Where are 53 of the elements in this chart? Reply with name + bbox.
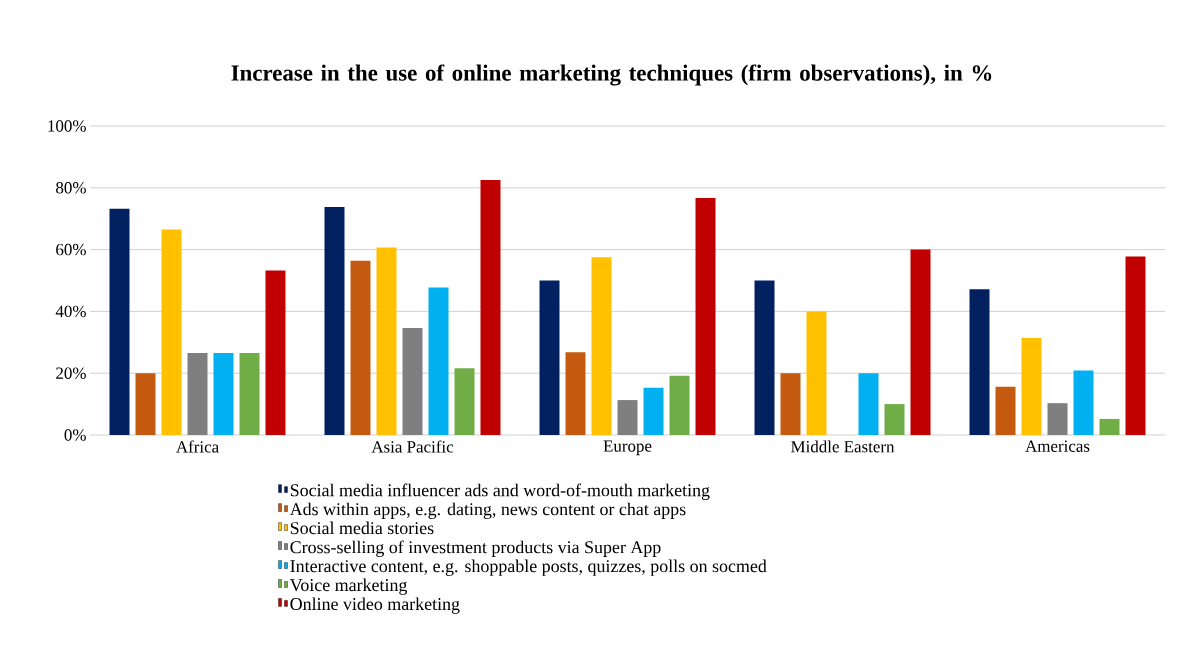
- bar: [376, 247, 397, 435]
- legend-label: Ads within apps, e.g. dating, news content or chat apps: [289, 502, 686, 519]
- x-tick-label: Asia Pacific: [371, 440, 454, 453]
- legend-label: Interactive content, e.g. shoppable posts, quizzes, polls on socmed: [290, 559, 767, 576]
- legend-label: Voice marketing: [289, 578, 408, 595]
- bar: [858, 373, 879, 435]
- bar: [695, 197, 716, 435]
- legend-label: Online video marketing: [290, 597, 460, 614]
- bar: [187, 353, 208, 435]
- bar: [109, 208, 130, 435]
- bar: [643, 387, 664, 435]
- bar: [995, 386, 1016, 435]
- bar: [1047, 403, 1068, 435]
- bar: [161, 229, 182, 435]
- legend-label: Social media influencer ads and word-of-mouth marketing: [290, 483, 710, 501]
- x-tick-label: Europe: [603, 440, 652, 456]
- bar: [591, 257, 612, 435]
- x-tick-label: Americas: [1025, 440, 1090, 452]
- bar: [780, 373, 801, 435]
- bar: [428, 287, 449, 435]
- y-tick-label: 40%: [55, 305, 86, 318]
- bar: [539, 280, 560, 435]
- x-tick-label: Middle Eastern: [791, 440, 895, 453]
- y-tick-label: 20%: [56, 367, 86, 379]
- bar: [969, 289, 990, 435]
- x-tick-label: Africa: [176, 440, 219, 453]
- bar: [1073, 370, 1094, 435]
- bar: [265, 270, 286, 435]
- bar: [135, 373, 156, 435]
- bar: [806, 311, 827, 435]
- bar: [884, 404, 905, 435]
- bar: [454, 368, 475, 435]
- bar: [1099, 418, 1120, 435]
- bar: [669, 375, 690, 435]
- bar: [1125, 256, 1146, 435]
- bar: [402, 328, 423, 435]
- bar: [754, 280, 775, 435]
- legend-label: Social media stories: [290, 521, 434, 535]
- y-tick-label: 100%: [48, 120, 86, 132]
- bar: [565, 352, 586, 435]
- bar: [239, 353, 260, 435]
- bar: [324, 206, 345, 435]
- bar: [480, 180, 501, 435]
- bar: [213, 353, 234, 435]
- y-tick-label: 0%: [64, 429, 86, 441]
- bar: [1021, 337, 1042, 435]
- bar: [910, 249, 931, 435]
- bar: [350, 260, 371, 435]
- legend-label: Cross-selling of investment products via Super App: [290, 540, 661, 557]
- y-tick-label: 80%: [56, 182, 86, 194]
- chart-title: Increase in the use of online marketing techniques (firm observations), in %: [231, 64, 992, 86]
- bar: [617, 400, 638, 435]
- y-tick-label: 60%: [56, 243, 86, 256]
